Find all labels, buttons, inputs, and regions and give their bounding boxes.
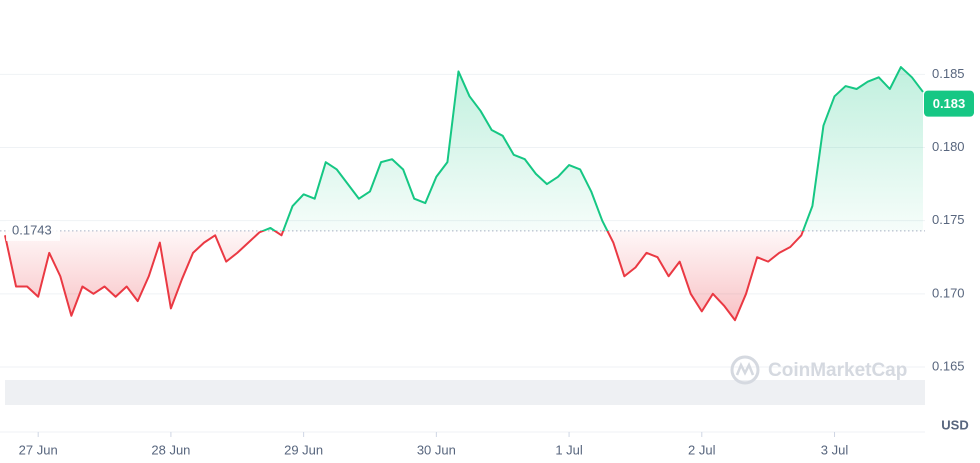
y-tick-label: 0.175 (932, 212, 965, 227)
baseline-label-bg (6, 220, 60, 241)
x-tick-label: 27 Jun (19, 442, 58, 457)
y-tick-label: 0.170 (932, 285, 965, 300)
y-tick-label: 0.180 (932, 139, 965, 154)
watermark: CoinMarketCap (730, 355, 907, 385)
area-fill (5, 67, 923, 321)
watermark-text: CoinMarketCap (768, 360, 907, 381)
x-tick-label: 28 Jun (151, 442, 190, 457)
currency-label: USD (941, 417, 968, 432)
x-tick-label: 1 Jul (555, 442, 583, 457)
last-price-badge (924, 90, 974, 117)
x-tick-label: 2 Jul (688, 442, 716, 457)
y-tick-label: 0.165 (932, 358, 965, 373)
volume-band (5, 380, 925, 405)
x-tick-label: 3 Jul (821, 442, 849, 457)
price-line (4, 66, 924, 322)
baseline-label: 0.1743 (12, 222, 52, 237)
x-tick-label: 29 Jun (284, 442, 323, 457)
x-tick-label: 30 Jun (417, 442, 456, 457)
last-price-label: 0.183 (933, 96, 966, 111)
y-tick-label: 0.185 (932, 66, 965, 81)
